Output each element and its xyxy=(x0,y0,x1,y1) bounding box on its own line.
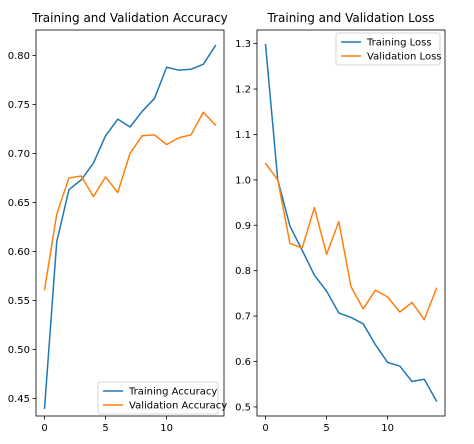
accuracy-y-tick-label: 0.60 xyxy=(8,247,30,258)
accuracy-plot-frame xyxy=(35,29,225,417)
loss-y-tick-label: 0.7 xyxy=(235,312,251,323)
accuracy-series-line-1 xyxy=(43,111,217,291)
loss-y-axis: 0.5 0.6 0.7 0.8 0.9 1.0 1.1 1.2 1.3 xyxy=(235,39,257,413)
accuracy-legend-label-1: Validation Accuracy xyxy=(129,401,227,412)
accuracy-y-tick-label: 0.55 xyxy=(8,296,30,307)
accuracy-series-layer xyxy=(43,44,217,409)
accuracy-y-tick-label: 0.50 xyxy=(8,345,30,356)
accuracy-y-tick-label: 0.75 xyxy=(8,100,30,111)
accuracy-chart: Training and Validation Accuracy 0 5 10 0.… xyxy=(8,11,228,434)
loss-x-tick-label: 0 xyxy=(262,423,268,434)
accuracy-x-axis: 0 5 10 xyxy=(41,416,173,434)
loss-legend-label-1: Validation Loss xyxy=(367,52,442,63)
accuracy-chart-title: Training and Validation Accuracy xyxy=(31,11,227,25)
accuracy-y-tick-label: 0.45 xyxy=(8,394,30,405)
loss-y-tick-label: 0.9 xyxy=(235,221,251,232)
loss-chart: Training and Validation Loss 0 5 10 0.5 0.6… xyxy=(235,11,446,434)
accuracy-x-tick-label: 0 xyxy=(41,423,47,434)
accuracy-y-tick-label: 0.65 xyxy=(8,198,30,209)
accuracy-y-axis: 0.45 0.50 0.55 0.60 0.65 0.70 0.75 0.80 xyxy=(8,51,36,405)
loss-x-axis: 0 5 10 xyxy=(262,416,394,434)
accuracy-x-tick-label: 5 xyxy=(102,423,108,434)
loss-y-tick-label: 0.6 xyxy=(235,357,251,368)
loss-series-line-1 xyxy=(264,162,438,321)
accuracy-legend-label-0: Training Accuracy xyxy=(128,387,217,398)
loss-legend-box xyxy=(335,32,441,66)
loss-legend-label-0: Training Loss xyxy=(366,38,432,49)
loss-y-tick-label: 1.3 xyxy=(235,39,251,50)
loss-legend: Training Loss Validation Loss xyxy=(335,32,442,66)
loss-chart-title: Training and Validation Loss xyxy=(267,11,435,25)
loss-x-tick-label: 5 xyxy=(323,423,329,434)
loss-y-tick-label: 1.0 xyxy=(235,175,251,186)
loss-series-layer xyxy=(264,43,438,403)
loss-y-tick-label: 1.2 xyxy=(235,85,251,96)
accuracy-legend: Training Accuracy Validation Accuracy xyxy=(97,381,227,415)
accuracy-y-tick-label: 0.70 xyxy=(8,149,30,160)
accuracy-series-line-0 xyxy=(43,44,217,409)
accuracy-legend-box xyxy=(97,381,219,415)
loss-y-tick-label: 1.1 xyxy=(235,130,251,141)
loss-plot-frame xyxy=(256,29,446,417)
accuracy-y-tick-label: 0.80 xyxy=(8,51,30,62)
loss-y-tick-label: 0.5 xyxy=(235,402,251,413)
loss-series-line-0 xyxy=(264,43,438,403)
accuracy-x-tick-label: 10 xyxy=(160,423,173,434)
loss-y-tick-label: 0.8 xyxy=(235,266,251,277)
loss-x-tick-label: 10 xyxy=(381,423,394,434)
